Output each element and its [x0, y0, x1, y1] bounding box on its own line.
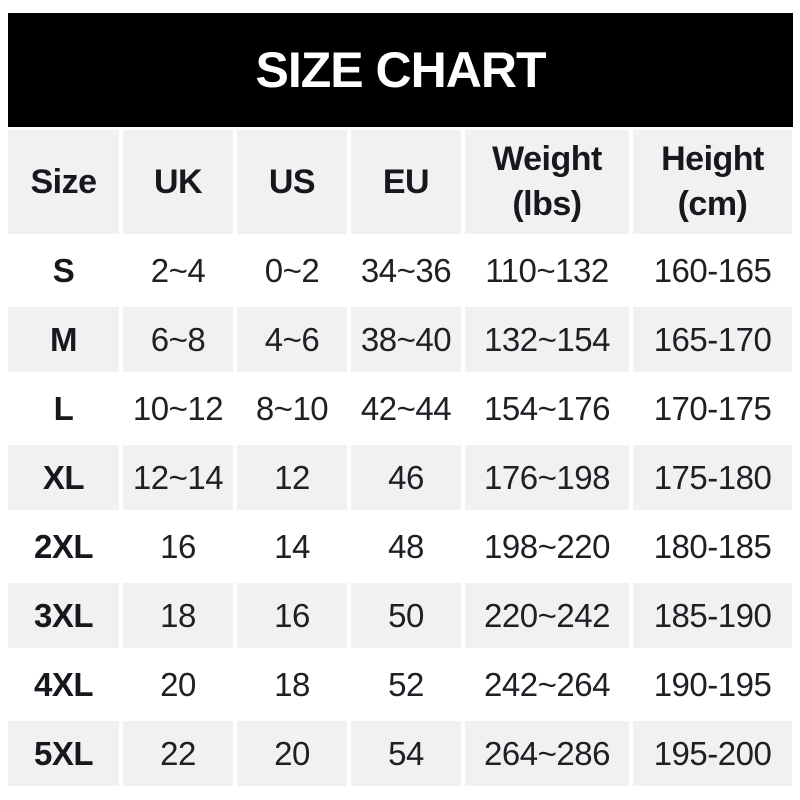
cell-size-m: M [8, 307, 119, 372]
cell-uk-3xl: 18 [123, 583, 233, 648]
cell-us-3xl: 16 [237, 583, 347, 648]
cell-uk-m: 6~8 [123, 307, 233, 372]
cell-weight-l: 154~176 [465, 376, 629, 441]
page-title: SIZE CHART [255, 42, 547, 98]
header-cell-eu: EU [351, 130, 461, 234]
column-label-height: Height [661, 140, 764, 179]
header-cell-height: Height (cm) [633, 130, 792, 234]
cell-weight-5xl: 264~286 [465, 721, 629, 786]
cell-size-5xl: 5XL [8, 721, 119, 786]
cell-height-4xl: 190-195 [633, 652, 792, 717]
column-sublabel-weight: (lbs) [512, 185, 582, 223]
cell-us-5xl: 20 [237, 721, 347, 786]
cell-eu-xl: 46 [351, 445, 461, 510]
cell-weight-s: 110~132 [465, 238, 629, 303]
cell-eu-2xl: 48 [351, 514, 461, 579]
header-cell-weight: Weight (lbs) [465, 130, 629, 234]
column-label-us: US [268, 162, 316, 201]
header-cell-size: Size [8, 130, 119, 234]
cell-us-m: 4~6 [237, 307, 347, 372]
header-cell-uk: UK [123, 130, 233, 234]
cell-uk-l: 10~12 [123, 376, 233, 441]
cell-uk-2xl: 16 [123, 514, 233, 579]
cell-us-2xl: 14 [237, 514, 347, 579]
cell-eu-l: 42~44 [351, 376, 461, 441]
header-cell-us: US [237, 130, 347, 234]
cell-eu-5xl: 54 [351, 721, 461, 786]
cell-eu-3xl: 50 [351, 583, 461, 648]
cell-eu-s: 34~36 [351, 238, 461, 303]
cell-uk-s: 2~4 [123, 238, 233, 303]
size-table: Size UK US EU Weight (lbs) Height (cm) S… [8, 130, 792, 786]
cell-eu-4xl: 52 [351, 652, 461, 717]
column-label-uk: UK [153, 162, 203, 201]
cell-uk-4xl: 20 [123, 652, 233, 717]
column-label-eu: EU [382, 162, 430, 201]
cell-height-s: 160-165 [633, 238, 792, 303]
cell-height-2xl: 180-185 [633, 514, 792, 579]
cell-uk-xl: 12~14 [123, 445, 233, 510]
cell-weight-xl: 176~198 [465, 445, 629, 510]
cell-weight-2xl: 198~220 [465, 514, 629, 579]
cell-eu-m: 38~40 [351, 307, 461, 372]
column-label-size: Size [30, 162, 97, 201]
cell-size-xl: XL [8, 445, 119, 510]
cell-us-xl: 12 [237, 445, 347, 510]
cell-height-5xl: 195-200 [633, 721, 792, 786]
cell-height-m: 165-170 [633, 307, 792, 372]
cell-weight-4xl: 242~264 [465, 652, 629, 717]
cell-us-s: 0~2 [237, 238, 347, 303]
column-sublabel-height: (cm) [677, 185, 748, 223]
cell-uk-5xl: 22 [123, 721, 233, 786]
cell-weight-m: 132~154 [465, 307, 629, 372]
cell-us-4xl: 18 [237, 652, 347, 717]
cell-size-2xl: 2XL [8, 514, 119, 579]
cell-size-s: S [8, 238, 119, 303]
cell-height-3xl: 185-190 [633, 583, 792, 648]
cell-height-xl: 175-180 [633, 445, 792, 510]
size-chart-banner: SIZE CHART [8, 13, 793, 127]
cell-weight-3xl: 220~242 [465, 583, 629, 648]
cell-size-l: L [8, 376, 119, 441]
cell-height-l: 170-175 [633, 376, 792, 441]
cell-us-l: 8~10 [237, 376, 347, 441]
column-label-weight: Weight [492, 140, 602, 179]
cell-size-4xl: 4XL [8, 652, 119, 717]
cell-size-3xl: 3XL [8, 583, 119, 648]
